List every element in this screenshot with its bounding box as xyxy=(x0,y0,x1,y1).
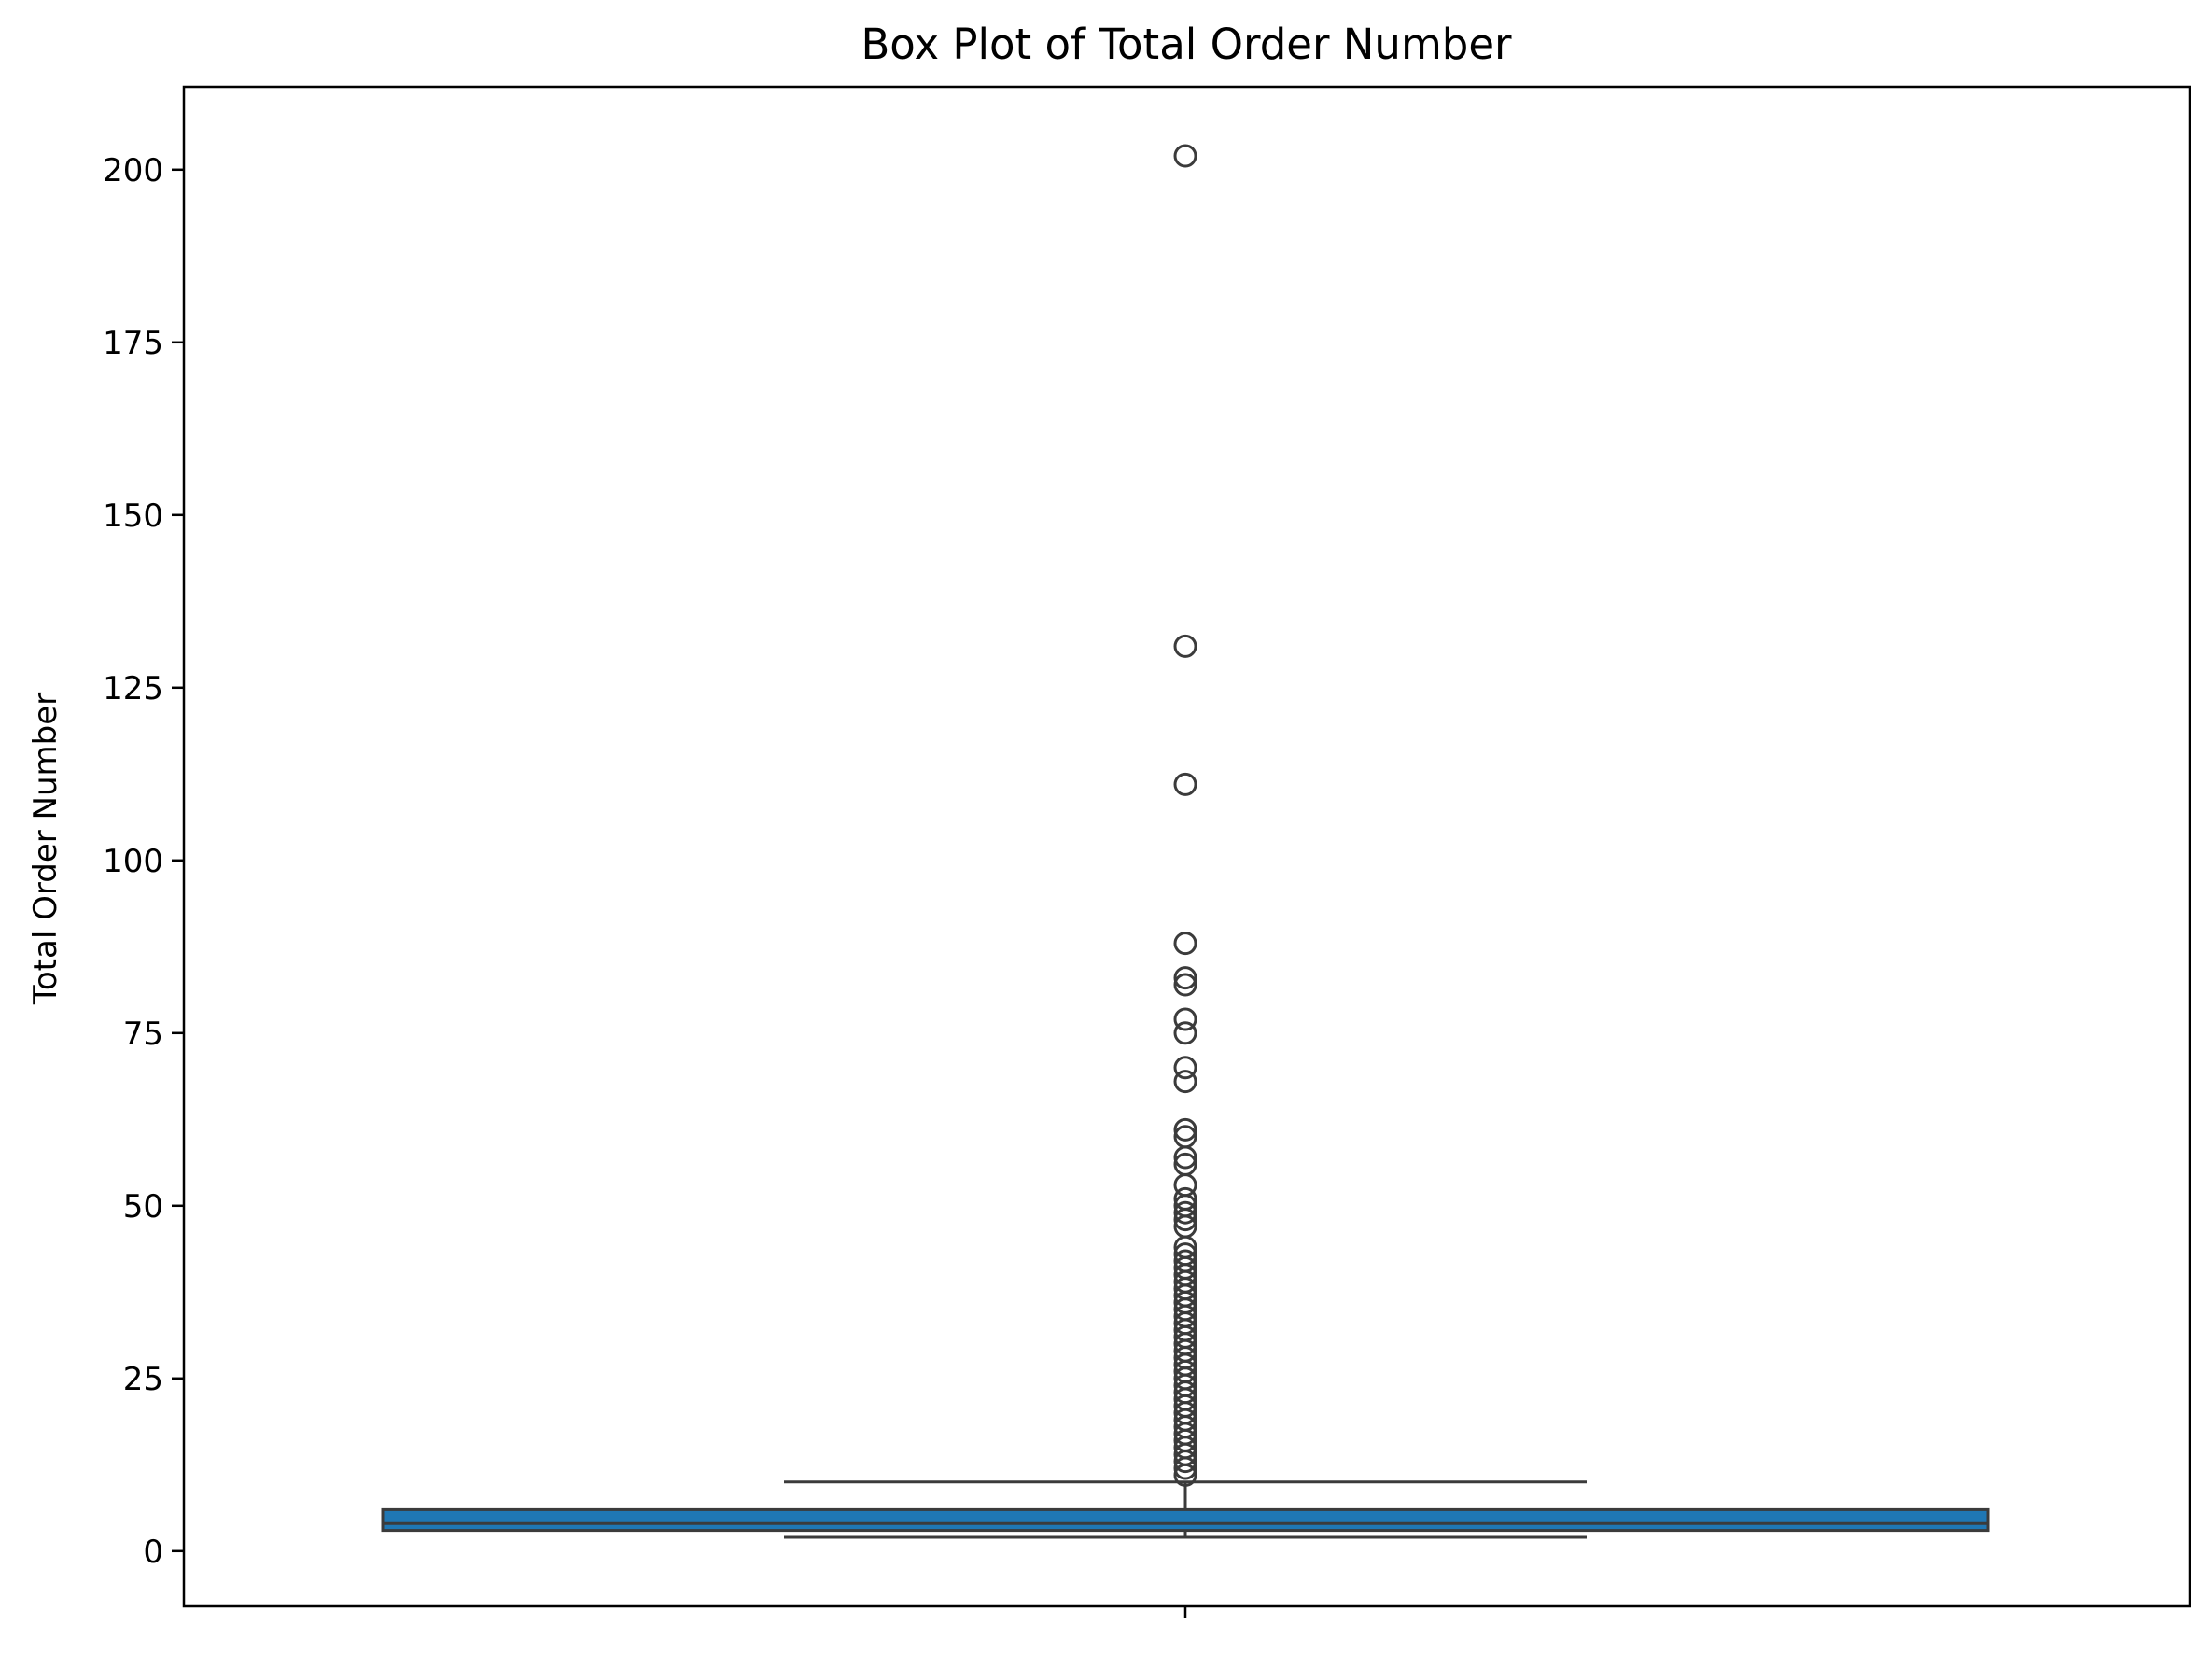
y-tick-label: 125 xyxy=(103,670,163,707)
plot-area xyxy=(381,144,1990,1539)
y-tick-label: 175 xyxy=(103,325,163,362)
outlier-point xyxy=(1173,634,1197,658)
outlier-point xyxy=(1173,973,1197,997)
outlier-point xyxy=(1173,1200,1197,1225)
chart-title: Box Plot of Total Order Number xyxy=(861,20,1512,69)
outlier-point xyxy=(1173,1007,1197,1031)
outlier-point xyxy=(1173,1070,1197,1094)
y-tick-label: 0 xyxy=(143,1534,163,1571)
y-tick-label: 100 xyxy=(103,843,163,880)
y-tick-label: 25 xyxy=(123,1361,163,1398)
outlier-point xyxy=(1173,1021,1197,1045)
interquartile-box xyxy=(381,1507,1990,1533)
outlier-point xyxy=(1173,1186,1197,1211)
outlier-point xyxy=(1173,1125,1197,1149)
outlier-point xyxy=(1173,1249,1197,1273)
y-axis-label: Total Order Number xyxy=(27,693,64,1005)
outlier-point xyxy=(1173,1056,1197,1080)
outlier-point xyxy=(1173,932,1197,956)
y-tick-label: 150 xyxy=(103,497,163,535)
y-axis-ticks: 0 25 50 75 100 125 150 175 200 xyxy=(103,152,184,1571)
outlier-point xyxy=(1173,1242,1197,1267)
outlier-point xyxy=(1173,1117,1197,1142)
axes-frame xyxy=(182,85,2191,1608)
y-tick-label: 50 xyxy=(123,1188,163,1226)
box-series xyxy=(381,144,1990,1539)
outlier-point xyxy=(1173,144,1197,168)
outlier-point xyxy=(1173,772,1197,796)
y-tick-label: 200 xyxy=(103,152,163,189)
outlier-point xyxy=(1173,966,1197,990)
y-tick-label: 75 xyxy=(123,1016,163,1053)
outlier-point xyxy=(1173,1152,1197,1176)
